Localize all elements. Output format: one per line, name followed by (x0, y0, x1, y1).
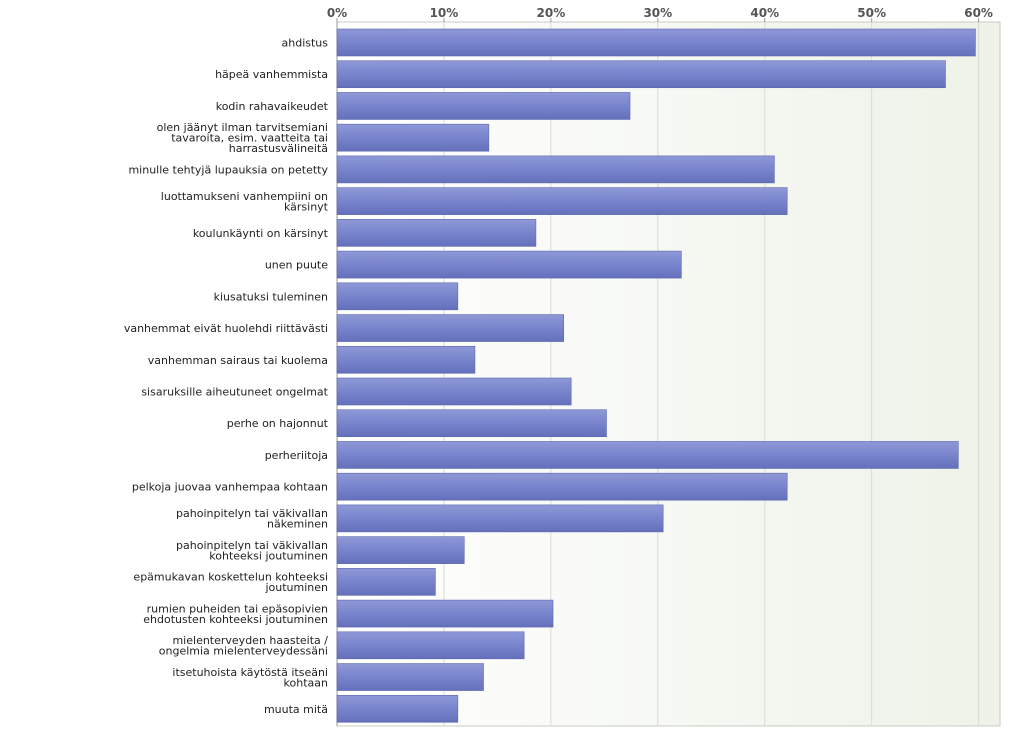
bar (336, 536, 465, 564)
category-label: häpeä vanhemmista (215, 68, 328, 81)
category-label: perheriitoja (265, 449, 328, 462)
category-label: perhe on hajonnut (227, 417, 329, 430)
bar (336, 219, 537, 247)
bar (336, 377, 572, 406)
category-label: muuta mitä (264, 703, 328, 716)
bar (336, 187, 788, 215)
category-label: koulunkäynti on kärsinyt (193, 227, 329, 240)
category-label: pelkoja juovaa vanhempaa kohtaan (132, 481, 328, 494)
category-label: ahdistus (282, 37, 329, 50)
category-label: kodin rahavaikeudet (216, 100, 329, 113)
bar (336, 441, 959, 469)
category-label: itsetuhoista käytöstä itseäni kohtaan (172, 666, 328, 690)
bar (336, 60, 946, 89)
bar (336, 345, 476, 374)
x-tick-label: 60% (964, 6, 993, 20)
category-label: vanhemman sairaus tai kuolema (148, 354, 328, 367)
bar (336, 599, 554, 628)
bar (336, 409, 607, 438)
category-label: mielenterveyden haasteita / ongelmia miel… (159, 634, 329, 658)
bar (336, 123, 490, 152)
bar (336, 568, 436, 596)
category-label: pahoinpitelyn tai väkivallan kohteeksi jo… (176, 539, 328, 563)
category-label: vanhemmat eivät huolehdi riittävästi (124, 322, 328, 335)
bar (336, 504, 664, 533)
category-label: epämukavan koskettelun kohteeksi joutumin… (133, 571, 328, 595)
category-label: minulle tehtyjä lupauksia on petetty (128, 163, 328, 176)
bar (336, 155, 775, 184)
bar (336, 663, 484, 691)
bar (336, 28, 976, 57)
category-label: kiusatuksi tuleminen (214, 290, 328, 303)
x-tick-label: 20% (537, 6, 566, 20)
category-label: olen jäänyt ilman tarvitsemiani tavaroita… (157, 121, 328, 155)
bar (336, 92, 631, 120)
x-tick-label: 40% (750, 6, 779, 20)
x-tick-label: 10% (430, 6, 459, 20)
bar (336, 250, 682, 279)
category-label: rumien puheiden tai epäsopivien ehdotuste… (143, 602, 328, 626)
x-tick-label: 0% (327, 6, 347, 20)
x-tick-label: 30% (643, 6, 672, 20)
bar (336, 694, 459, 723)
bar (336, 314, 565, 342)
bar (336, 282, 459, 311)
category-label: luottamukseni vanhempiini on kärsinyt (161, 190, 329, 214)
category-label: unen puute (265, 259, 328, 272)
category-label: sisaruksille aiheutuneet ongelmat (141, 386, 328, 399)
category-label: pahoinpitelyn tai väkivallan näkeminen (176, 507, 328, 531)
x-tick-label: 50% (857, 6, 886, 20)
bar (336, 631, 525, 660)
bar (336, 472, 788, 501)
